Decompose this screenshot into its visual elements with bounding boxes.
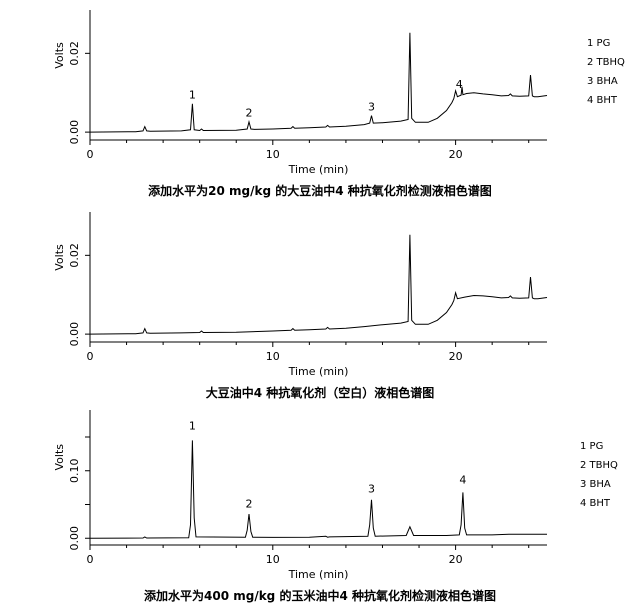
x-axis-label: Time (min) xyxy=(288,568,349,581)
legend-entry: 4 BHT xyxy=(580,498,611,509)
y-tick-label: 0.10 xyxy=(68,459,81,484)
y-tick-label: 0.00 xyxy=(68,120,81,145)
chart-caption: 添加水平为400 mg/kg 的玉米油中4 种抗氧化剂检测液相色谱图 xyxy=(144,588,496,603)
legend-entry: 3 BHA xyxy=(587,76,618,87)
legend-entry: 3 BHA xyxy=(580,479,611,490)
legend-entry: 1 PG xyxy=(580,441,603,452)
x-tick-label: 20 xyxy=(449,350,463,363)
peak-label-3: 3 xyxy=(368,482,375,495)
y-tick-label: 0.02 xyxy=(68,41,81,65)
chart-panel-3: 0 10 20 0.00 0.10 Time (min) Volts 1 2 3 4 1 PG 2 TB… xyxy=(53,410,618,603)
x-tick-label: 0 xyxy=(87,350,94,363)
x-axis-label: Time (min) xyxy=(288,163,349,176)
y-tick-label: 0.00 xyxy=(68,526,81,551)
x-tick-label: 10 xyxy=(266,553,280,566)
legend-entry: 4 BHT xyxy=(587,95,618,106)
peak-label-1: 1 xyxy=(189,89,196,102)
x-tick-label: 0 xyxy=(87,553,94,566)
chart-caption: 大豆油中4 种抗氧化剂（空白）液相色谱图 xyxy=(206,385,435,400)
x-tick-label: 10 xyxy=(266,350,280,363)
chromatogram-trace xyxy=(89,234,548,335)
chart-panel-1: 0 10 20 0.00 0.02 Time (min) Volts 1 2 3 4 1 PG 2 TB… xyxy=(53,10,625,198)
x-tick-label: 20 xyxy=(449,553,463,566)
chart-panel-2: 0 10 20 0.00 0.02 Time (min) Volts 大豆油中4 种抗氧化剂（… xyxy=(53,212,548,400)
peak-label-4: 4 xyxy=(456,78,463,91)
x-tick-label: 0 xyxy=(87,148,94,161)
chromatogram-trace xyxy=(89,440,547,539)
y-axis-label: Volts xyxy=(53,444,66,471)
x-tick-label: 10 xyxy=(266,148,280,161)
y-axis-label: Volts xyxy=(53,244,66,271)
chart-caption: 添加水平为20 mg/kg 的大豆油中4 种抗氧化剂检测液相色谱图 xyxy=(148,183,492,198)
peak-label-2: 2 xyxy=(246,497,253,510)
y-tick-label: 0.02 xyxy=(68,243,81,267)
legend-entry: 1 PG xyxy=(587,38,610,49)
peak-label-2: 2 xyxy=(246,107,253,120)
chromatogram-trace xyxy=(89,32,548,133)
y-axis-label: Volts xyxy=(53,42,66,69)
legend-entry: 2 TBHQ xyxy=(580,460,618,471)
y-tick-label: 0.00 xyxy=(68,322,81,347)
peak-label-1: 1 xyxy=(189,420,196,433)
x-axis-label: Time (min) xyxy=(288,365,349,378)
legend-entry: 2 TBHQ xyxy=(587,57,625,68)
peak-label-3: 3 xyxy=(368,100,375,113)
x-tick-label: 20 xyxy=(449,148,463,161)
peak-label-4: 4 xyxy=(459,474,466,487)
